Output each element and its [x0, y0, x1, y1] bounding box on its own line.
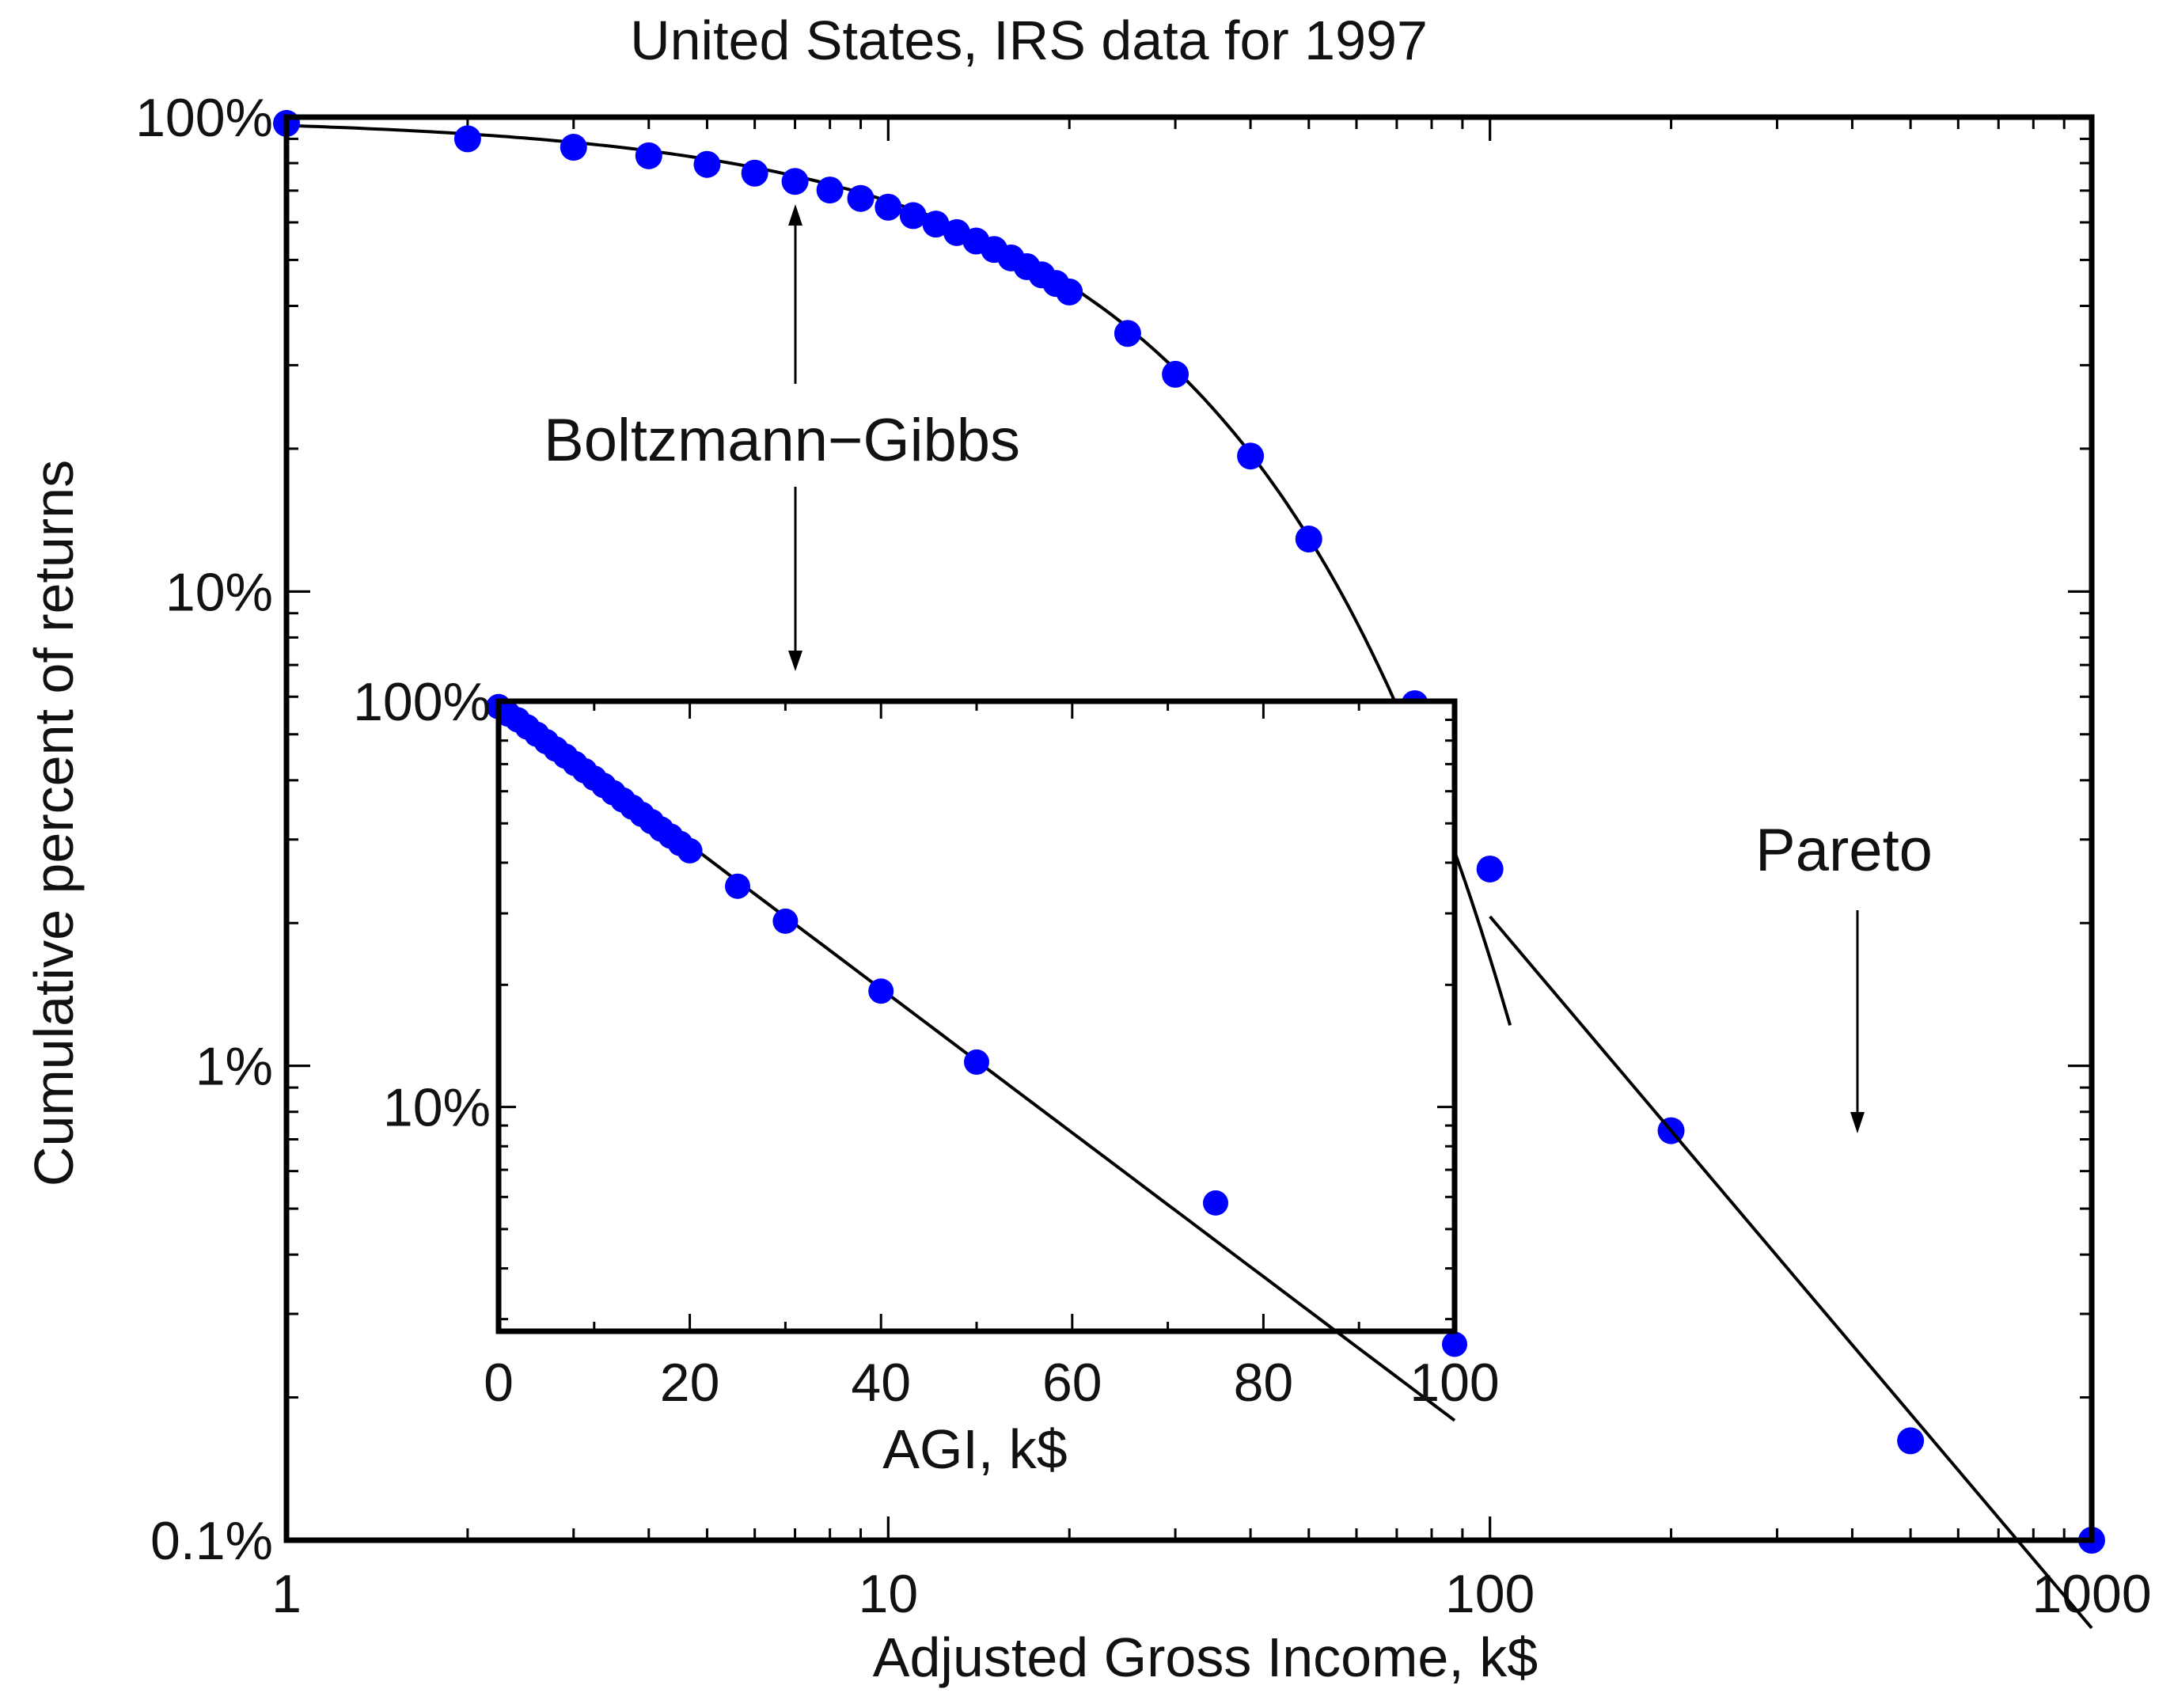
inset-data-point	[1442, 1331, 1467, 1357]
x-tick-label: 10	[859, 1564, 919, 1624]
arrowhead-up	[788, 204, 802, 226]
inset-tick-labels: 0 20 40 60 80 100 10% 100%	[353, 672, 1500, 1413]
y-axis-label: Cumulative percent of returns	[23, 460, 85, 1186]
inset-background	[499, 701, 1455, 1331]
main-data-point	[1295, 526, 1322, 553]
main-data-point	[1897, 1427, 1925, 1455]
main-data-point	[847, 184, 875, 212]
inset-x-tick-label: 0	[484, 1353, 514, 1413]
main-data-point	[741, 159, 768, 187]
y-tick-label: 100%	[135, 88, 273, 148]
inset-x-axis-label: AGI, k$	[882, 1418, 1067, 1480]
inset-data-point	[725, 873, 750, 899]
main-data-point	[899, 202, 927, 230]
pareto-annotation: Pareto	[1755, 817, 1933, 1133]
inset-x-tick-label: 100	[1409, 1353, 1499, 1413]
main-data-point	[1114, 320, 1141, 347]
main-data-point	[816, 176, 844, 204]
arrowhead-pareto	[1850, 1112, 1865, 1133]
main-data-point	[635, 142, 662, 169]
inset-x-tick-label: 80	[1234, 1353, 1294, 1413]
inset-y-tick-label: 100%	[353, 672, 491, 732]
x-tick-label: 1	[271, 1564, 302, 1624]
inset-data-point	[964, 1049, 989, 1075]
arrowhead-down	[788, 651, 802, 671]
x-axis-label: Adjusted Gross Income, k$	[873, 1626, 1538, 1688]
main-data-points	[273, 109, 2105, 1554]
pareto-fit-extension	[1489, 915, 2093, 1630]
annotation-pareto: Pareto	[1755, 817, 1933, 884]
y-tick-label: 1%	[195, 1037, 273, 1097]
inset-x-tick-label: 20	[660, 1353, 720, 1413]
inset-x-tick-label: 60	[1042, 1353, 1102, 1413]
inset-y-tick-label: 10%	[383, 1078, 491, 1138]
main-data-point	[781, 168, 809, 195]
main-data-point	[453, 125, 481, 153]
annotation-boltzmann-gibbs: Boltzmann−Gibbs	[544, 407, 1020, 474]
boltzmann-gibbs-annotation: Boltzmann−Gibbs	[544, 204, 1020, 671]
y-tick-label: 0.1%	[150, 1511, 273, 1571]
x-tick-label: 1000	[2032, 1564, 2151, 1624]
y-tick-label: 10%	[165, 562, 273, 622]
inset-data-point	[868, 978, 894, 1004]
chart-title: United States, IRS data for 1997	[630, 9, 1428, 71]
main-data-point	[922, 211, 950, 238]
inset-data-point	[1203, 1190, 1228, 1216]
main-data-point	[1056, 278, 1083, 306]
main-data-point	[1237, 442, 1265, 470]
main-data-point	[560, 134, 587, 161]
main-plot-frame	[283, 114, 2095, 1543]
x-tick-label: 100	[1445, 1564, 1535, 1624]
main-data-point	[693, 150, 721, 178]
inset-plot-frame	[495, 698, 1458, 1334]
main-data-point	[875, 193, 902, 221]
inset-x-tick-label: 40	[851, 1353, 911, 1413]
inset-data-points	[486, 693, 1467, 1357]
main-data-point	[1162, 360, 1189, 388]
main-data-point	[1476, 855, 1504, 882]
inset-data-point	[772, 908, 799, 934]
inset-data-point	[677, 837, 703, 863]
